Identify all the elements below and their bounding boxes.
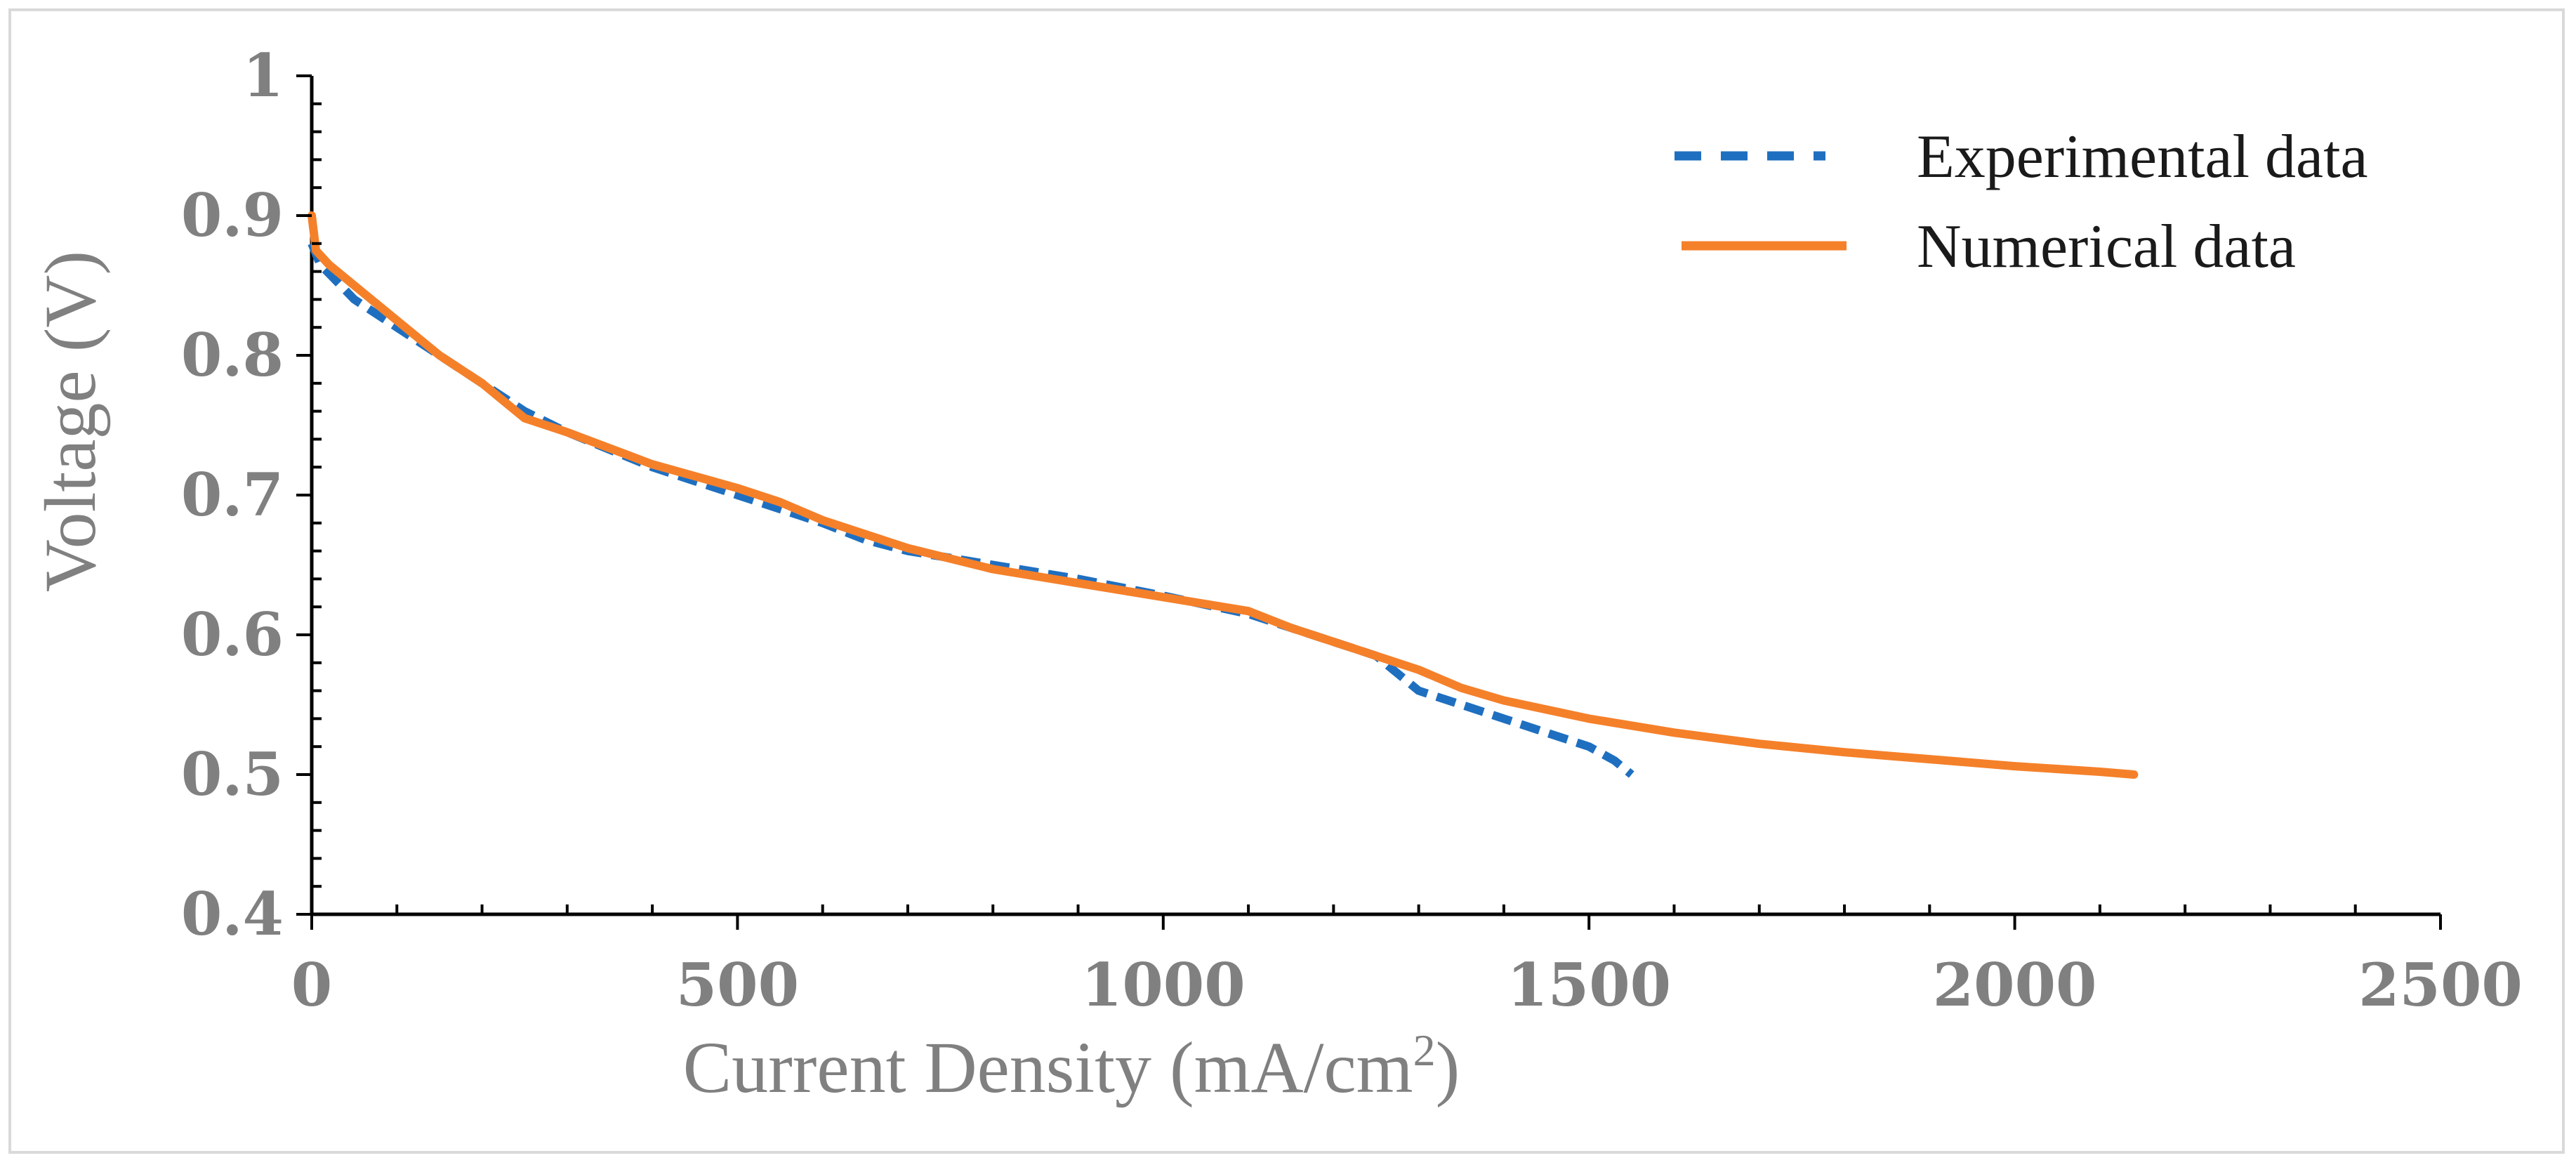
y-tick-label: 0.6 <box>181 600 284 669</box>
y-tick-label: 1 <box>243 41 284 110</box>
series-layer <box>308 211 2139 779</box>
x-tick-label: 2000 <box>1933 950 2097 1020</box>
legend: Experimental data Numerical data <box>1675 123 2368 281</box>
x-axis-title-main: Current Density (mA/cm <box>683 1027 1413 1108</box>
legend-label-experimental: Experimental data <box>1917 123 2368 191</box>
x-tick-label: 1000 <box>1081 950 1246 1020</box>
x-tick-label: 1500 <box>1507 950 1671 1020</box>
legend-label-numerical: Numerical data <box>1917 213 2296 281</box>
x-tick-label: 500 <box>676 950 799 1020</box>
y-tick-label: 0.5 <box>181 739 284 809</box>
x-tick-label: 0 <box>291 950 332 1020</box>
x-axis-title: Current Density (mA/cm2) <box>683 1025 1460 1108</box>
y-tick-label: 0.9 <box>181 180 284 250</box>
y-tick-label: 0.4 <box>181 879 284 949</box>
axes <box>310 76 2440 916</box>
ticks-layer: 0.4 0.5 0.6 0.7 0.8 0.9 1 0 500 1000 1500 2000 2500 <box>181 41 2523 1020</box>
series-line-numerical <box>308 211 2139 779</box>
chart-frame <box>8 8 2565 1154</box>
x-tick-label: 2500 <box>2358 950 2523 1020</box>
x-axis-title-superscript: 2 <box>1413 1025 1436 1075</box>
y-tick-label: 0.7 <box>181 460 284 529</box>
series-line-experimental <box>308 242 1634 778</box>
x-axis-title-suffix: ) <box>1436 1027 1460 1108</box>
y-axis-title: Voltage (V) <box>30 251 111 592</box>
y-tick-label: 0.8 <box>181 320 284 390</box>
